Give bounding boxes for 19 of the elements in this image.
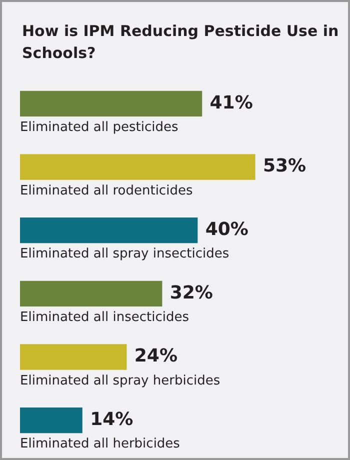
bar: [20, 280, 162, 306]
data-label: 41%: [210, 92, 253, 114]
bar: [20, 218, 198, 244]
y-tick-label: Eliminated all spray herbicides: [20, 373, 220, 388]
bar: [20, 408, 82, 434]
chart-title: How is IPM Reducing Pesticide Use in Schools?: [22, 21, 340, 64]
data-label: 40%: [205, 219, 248, 240]
y-tick-label: Eliminated all insecticides: [20, 310, 190, 326]
data-label: 32%: [170, 282, 213, 304]
bar: [20, 90, 202, 116]
y-tick-label: Eliminated all spray insecticides: [20, 246, 230, 262]
bar: [20, 344, 127, 370]
data-label: 14%: [90, 409, 134, 430]
data-label: 24%: [134, 346, 178, 367]
data-label: 53%: [262, 156, 306, 177]
bar: [20, 154, 256, 180]
y-tick-label: Eliminated all herbicides: [20, 436, 180, 452]
y-tick-label: Eliminated all pesticides: [20, 120, 178, 136]
y-tick-label: Eliminated all rodenticides: [20, 183, 193, 198]
